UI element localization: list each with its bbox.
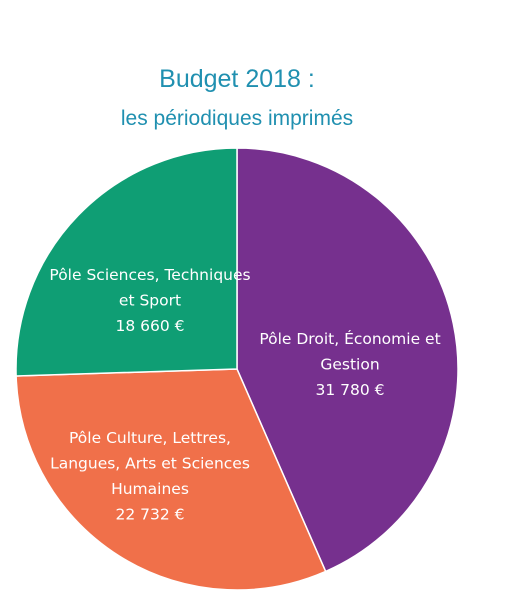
slice-label-line: et Sport [119,292,181,310]
chart-subtitle: les périodiques imprimés [121,107,353,130]
slice-labels: Pôle Droit, Économie et Gestion 31 780 €Pô… [49,266,440,524]
pie-slice-2 [15,147,238,377]
slice-label-line: Pôle Sciences, Techniques [49,266,250,284]
slice-value: 31 780 € [315,381,384,399]
slice-label-2: Pôle Sciences, Techniques et Sport 18 660 … [49,266,250,335]
slice-label-line: Pôle Culture, Lettres, [69,429,231,447]
slice-label-0: Pôle Droit, Économie et Gestion 31 780 € [259,329,440,399]
slice-label-1: Pôle Culture, Lettres, Langues, Arts et S… [50,429,250,524]
slice-value: 22 732 € [115,506,184,524]
pie-slice-1 [15,368,327,591]
pie-slice-0 [236,147,459,573]
chart-title: Budget 2018 : [159,65,315,93]
slice-label-line: Humaines [111,480,189,498]
slice-label-line: Gestion [320,356,379,374]
pie-slices [15,147,459,591]
slice-value: 18 660 € [115,317,184,335]
slice-label-line: Langues, Arts et Sciences [50,455,250,473]
slice-label-line: Pôle Droit, Économie et [259,329,440,348]
